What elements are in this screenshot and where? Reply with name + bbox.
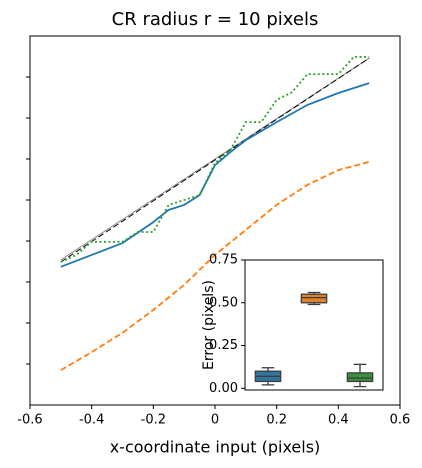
x-tick-label: -0.6 xyxy=(17,413,42,428)
y-tick-label: 0.50 xyxy=(209,295,238,310)
x-tick-label: -0.2 xyxy=(141,413,166,428)
y-tick-label: 0.00 xyxy=(209,381,238,396)
data-line xyxy=(60,161,370,371)
inset-area xyxy=(244,259,384,391)
box xyxy=(346,372,374,383)
x-tick-label: -0.4 xyxy=(79,413,104,428)
y-tick-label: 0.25 xyxy=(209,338,238,353)
data-line xyxy=(60,57,370,263)
x-tick-label: 0 xyxy=(211,413,219,428)
x-tick-label: 0.2 xyxy=(266,413,287,428)
x-tick-label: 0.4 xyxy=(328,413,349,428)
y-tick-label: 0.75 xyxy=(209,253,238,268)
data-line xyxy=(60,82,370,268)
chart-title: CR radius r = 10 pixels xyxy=(112,9,319,30)
x-tick-label: 0.6 xyxy=(390,413,411,428)
box xyxy=(300,293,328,304)
x-axis-label: x-coordinate input (pixels) xyxy=(110,438,321,457)
data-line xyxy=(60,57,370,261)
y-axis-label: Error (pixels) xyxy=(201,280,217,370)
